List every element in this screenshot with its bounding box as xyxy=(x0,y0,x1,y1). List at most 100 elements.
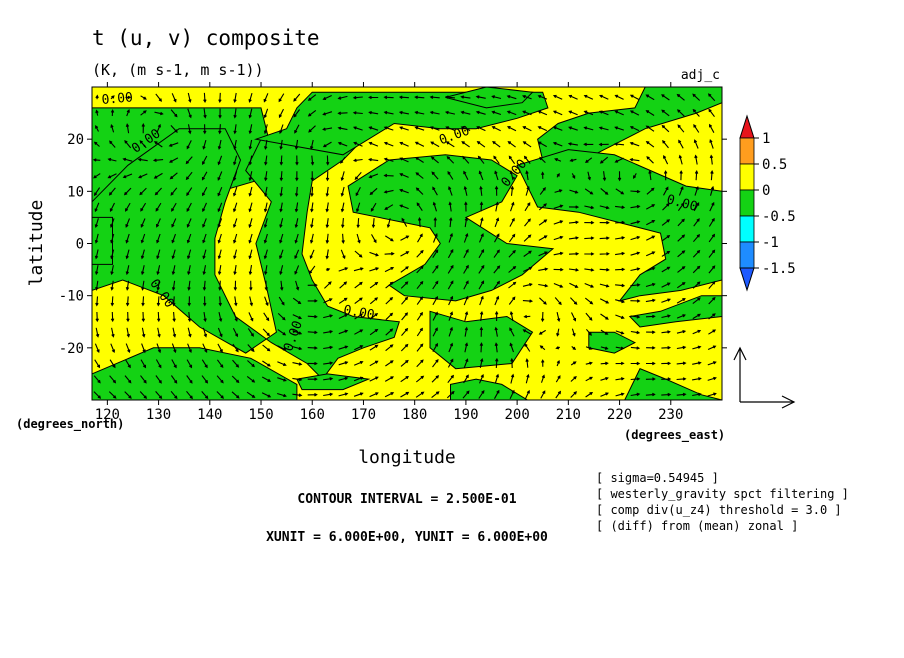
wind-vector xyxy=(352,95,363,100)
wind-vector xyxy=(369,360,379,367)
wind-vector xyxy=(231,375,240,384)
wind-vector xyxy=(648,170,652,181)
colorbar-bottom-triangle xyxy=(739,267,755,292)
wind-vector xyxy=(568,220,580,225)
wind-vector xyxy=(293,109,301,118)
wind-vector xyxy=(630,251,641,256)
wind-vector xyxy=(538,267,549,271)
wind-vector xyxy=(141,327,146,338)
wind-vector xyxy=(186,375,193,384)
wind-vector xyxy=(540,311,545,323)
wind-vector xyxy=(308,125,316,133)
wind-vector xyxy=(323,345,334,350)
wind-vector xyxy=(493,280,500,290)
wind-vector xyxy=(307,94,317,101)
wind-vector xyxy=(248,233,253,244)
wind-vector xyxy=(310,171,314,182)
wind-vector xyxy=(202,249,207,260)
wind-vector xyxy=(170,187,178,196)
wind-vector xyxy=(538,329,546,335)
wind-vector xyxy=(506,126,517,132)
chart-title: t (u, v) composite xyxy=(92,26,320,50)
wind-vector xyxy=(615,361,625,366)
wind-vector xyxy=(353,376,364,382)
wind-vector xyxy=(156,280,160,291)
wind-vector xyxy=(661,109,670,117)
wind-vector xyxy=(709,201,715,212)
wind-vector xyxy=(663,186,669,196)
wind-vector xyxy=(694,186,699,196)
wind-vector xyxy=(323,361,334,365)
wind-vector xyxy=(677,202,685,212)
wind-vector xyxy=(448,186,453,196)
wind-vector xyxy=(233,92,237,104)
wind-vector xyxy=(233,139,237,150)
wind-vector xyxy=(432,327,438,337)
wind-vector xyxy=(263,108,269,119)
chart-subtitle: (K, (m s-1, m s-1)) xyxy=(92,61,264,79)
wind-vector xyxy=(525,389,530,399)
wind-vector xyxy=(217,218,223,228)
wind-vector xyxy=(233,233,238,244)
wind-vector xyxy=(368,157,379,162)
wind-vector xyxy=(279,155,284,166)
wind-vector xyxy=(495,201,499,212)
wind-vector xyxy=(464,217,469,228)
wind-vector xyxy=(325,249,329,260)
wind-vector xyxy=(292,297,302,305)
wind-vector xyxy=(448,232,453,243)
wind-vector xyxy=(217,327,223,338)
colorbar-label: -1 xyxy=(762,235,779,251)
wind-vector xyxy=(510,185,515,196)
wind-vector xyxy=(368,173,379,179)
colorbar-label: 1 xyxy=(762,131,770,147)
x-tick-label: 210 xyxy=(556,407,581,423)
wind-vector xyxy=(125,343,131,354)
wind-vector xyxy=(464,342,469,353)
wind-vector xyxy=(156,296,161,307)
wind-vector xyxy=(369,267,380,272)
wind-vector xyxy=(94,202,100,213)
wind-vector xyxy=(447,248,454,259)
wind-vector xyxy=(400,375,410,383)
wind-vector xyxy=(614,94,624,100)
wind-vector xyxy=(522,94,532,100)
wind-vector xyxy=(475,110,486,115)
wind-vector xyxy=(460,95,471,99)
wind-vector xyxy=(140,375,147,384)
wind-vector xyxy=(494,310,499,322)
wind-vector xyxy=(600,376,609,381)
wind-vector xyxy=(629,141,640,147)
wind-vector xyxy=(293,93,301,102)
wind-vector xyxy=(463,264,469,274)
wind-vector xyxy=(522,126,532,132)
wind-vector xyxy=(171,218,177,228)
wind-vector xyxy=(584,282,595,288)
contour-region-bottom-east xyxy=(450,378,529,400)
wind-vector xyxy=(261,392,272,398)
wind-vector xyxy=(479,310,484,322)
wind-vector xyxy=(400,359,409,367)
wind-vector xyxy=(568,252,580,256)
y-tick-label: -20 xyxy=(59,341,84,357)
wind-vector xyxy=(110,343,116,354)
wind-vector xyxy=(447,374,454,384)
wind-vector xyxy=(446,390,455,399)
wind-vector xyxy=(661,377,672,381)
wind-vector xyxy=(584,297,594,305)
wind-vector xyxy=(185,156,193,165)
x-tick-label: 120 xyxy=(95,407,120,423)
wind-vector xyxy=(264,296,269,307)
wind-vector xyxy=(692,361,702,365)
wind-vector xyxy=(95,311,99,323)
wind-vector xyxy=(217,343,223,353)
wind-vector xyxy=(263,218,268,229)
wind-vector xyxy=(140,110,147,116)
wind-vector xyxy=(552,94,563,100)
wind-vector xyxy=(217,186,223,197)
wind-vector xyxy=(571,312,577,322)
wind-vector xyxy=(263,93,269,103)
wind-vector xyxy=(599,94,609,100)
wind-vector xyxy=(261,376,272,382)
wind-vector xyxy=(202,139,207,150)
